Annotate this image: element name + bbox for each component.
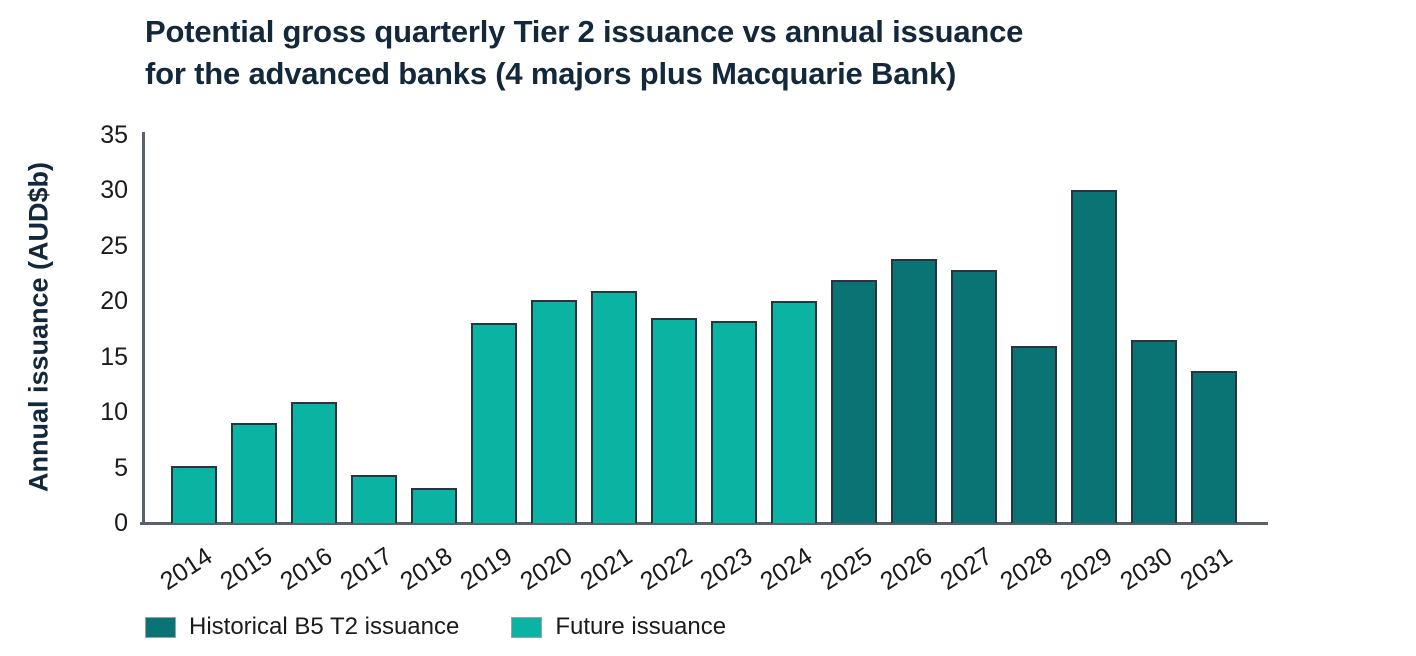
- legend-label-historical: Historical B5 T2 issuance: [189, 613, 460, 640]
- bar-2029: [1071, 190, 1117, 523]
- bar-2020: [531, 300, 577, 523]
- y-tick-label-35: 35: [100, 121, 128, 149]
- bar-2017: [351, 475, 397, 523]
- legend-item-future: Future issuance: [511, 613, 726, 641]
- x-tick-label-2017: 2017: [335, 542, 398, 596]
- legend-swatch-historical: [145, 616, 176, 638]
- bar-2016: [291, 402, 337, 523]
- x-tick-label-2015: 2015: [215, 542, 278, 596]
- bar-2024: [771, 301, 817, 523]
- x-tick-label-2019: 2019: [455, 542, 518, 596]
- bar-2026: [891, 259, 937, 523]
- bar-2018: [411, 487, 457, 523]
- y-tick-label-10: 10: [100, 398, 128, 427]
- x-tick-label-2016: 2016: [275, 542, 338, 596]
- y-axis-title: Annual issuance (AUD$b): [23, 161, 54, 493]
- x-tick-label-2029: 2029: [1055, 542, 1118, 596]
- legend-label-future: Future issuance: [555, 613, 727, 640]
- chart-title-line-1: Potential gross quarterly Tier 2 issuanc…: [145, 14, 1024, 49]
- x-tick-label-2025: 2025: [815, 542, 878, 596]
- bar-2028: [1011, 345, 1057, 523]
- chart-title-line-2: for the advanced banks (4 majors plus Ma…: [145, 56, 957, 91]
- bar-2015: [231, 423, 277, 523]
- x-tick-label-2023: 2023: [695, 542, 758, 596]
- bar-2019: [471, 323, 517, 523]
- y-tick-label-5: 5: [114, 453, 128, 482]
- x-tick-label-2020: 2020: [515, 542, 578, 596]
- y-tick-label-20: 20: [100, 287, 128, 316]
- y-tick-label-30: 30: [100, 176, 128, 205]
- bar-2031: [1191, 371, 1237, 523]
- x-tick-label-2031: 2031: [1175, 542, 1238, 596]
- bar-2023: [711, 321, 757, 523]
- x-tick-label-2018: 2018: [395, 542, 458, 596]
- x-tick-label-2014: 2014: [155, 542, 218, 596]
- x-tick-label-2022: 2022: [635, 542, 698, 596]
- legend-swatch-future: [511, 616, 543, 638]
- bar-2025: [831, 280, 877, 523]
- y-tick-label-15: 15: [100, 342, 128, 371]
- x-axis-line: [140, 521, 1268, 525]
- bar-2021: [591, 291, 637, 523]
- legend-item-historical: Historical B5 T2 issuance: [145, 613, 459, 641]
- x-tick-label-2024: 2024: [755, 542, 818, 596]
- x-tick-label-2021: 2021: [575, 542, 638, 596]
- bar-2027: [951, 270, 997, 523]
- x-tick-label-2028: 2028: [995, 542, 1058, 596]
- y-axis-line: [142, 132, 145, 523]
- chart-title: Potential gross quarterly Tier 2 issuanc…: [145, 11, 1023, 95]
- bar-2014: [171, 466, 217, 523]
- y-tick-label-25: 25: [100, 231, 128, 260]
- bar-2022: [651, 317, 697, 523]
- x-tick-label-2030: 2030: [1115, 542, 1178, 596]
- legend: Historical B5 T2 issuance Future issuanc…: [145, 613, 726, 641]
- bar-2030: [1131, 340, 1177, 523]
- y-tick-label-0: 0: [114, 509, 128, 537]
- x-tick-label-2026: 2026: [875, 542, 938, 596]
- x-tick-label-2027: 2027: [935, 542, 998, 596]
